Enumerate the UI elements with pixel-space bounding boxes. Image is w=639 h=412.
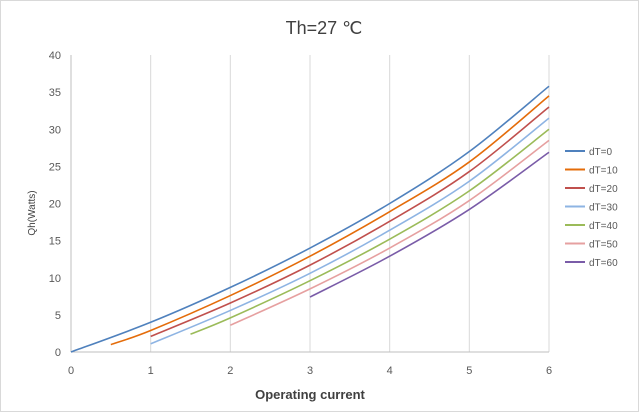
y-tick-label: 30 [49, 124, 61, 136]
x-tick-label: 1 [148, 365, 154, 377]
y-tick-label: 40 [49, 50, 61, 62]
x-tick-label: 0 [68, 365, 74, 377]
series-line-dt-10 [110, 95, 550, 346]
y-tick-label: 25 [49, 161, 61, 173]
chart-title: Th=27 ℃ [286, 18, 363, 38]
series-line-dt-60 [309, 151, 550, 298]
x-tick-labels: 0 1 2 3 4 5 6 [68, 365, 552, 377]
legend-label: dT=30 [589, 203, 618, 214]
legend: dT=0 dT=10 dT=20 dT=30 dT=40 dT=50 dT=60 [565, 147, 618, 269]
legend-label: dT=40 [589, 221, 618, 232]
series-line-dt-0 [70, 85, 550, 353]
series-line-dt-20 [150, 106, 550, 338]
x-tick-label: 2 [227, 365, 233, 377]
series-line-dt-50 [230, 139, 550, 326]
y-tick-label: 5 [55, 310, 61, 322]
y-tick-label: 15 [49, 236, 61, 248]
grid-lines [150, 55, 550, 352]
legend-label: dT=50 [589, 240, 618, 251]
x-axis-label: Operating current [255, 387, 365, 402]
y-tick-label: 20 [49, 199, 61, 211]
series-line-dt-30 [150, 117, 550, 345]
series-line-dt-40 [190, 128, 550, 335]
y-tick-label: 0 [55, 347, 61, 359]
axes [70, 55, 549, 353]
legend-label: dT=60 [589, 258, 618, 269]
legend-label: dT=20 [589, 184, 618, 195]
y-axis-label: Qh(Watts) [27, 190, 38, 235]
series-lines [70, 85, 550, 353]
x-tick-label: 6 [546, 365, 552, 377]
legend-label: dT=10 [589, 166, 618, 177]
legend-label: dT=0 [589, 147, 613, 158]
x-tick-label: 4 [387, 365, 393, 377]
y-tick-label: 35 [49, 87, 61, 99]
x-tick-label: 3 [307, 365, 313, 377]
y-tick-label: 10 [49, 273, 61, 285]
x-tick-label: 5 [466, 365, 472, 377]
y-tick-labels: 0 5 10 15 20 25 30 35 40 [49, 50, 61, 359]
